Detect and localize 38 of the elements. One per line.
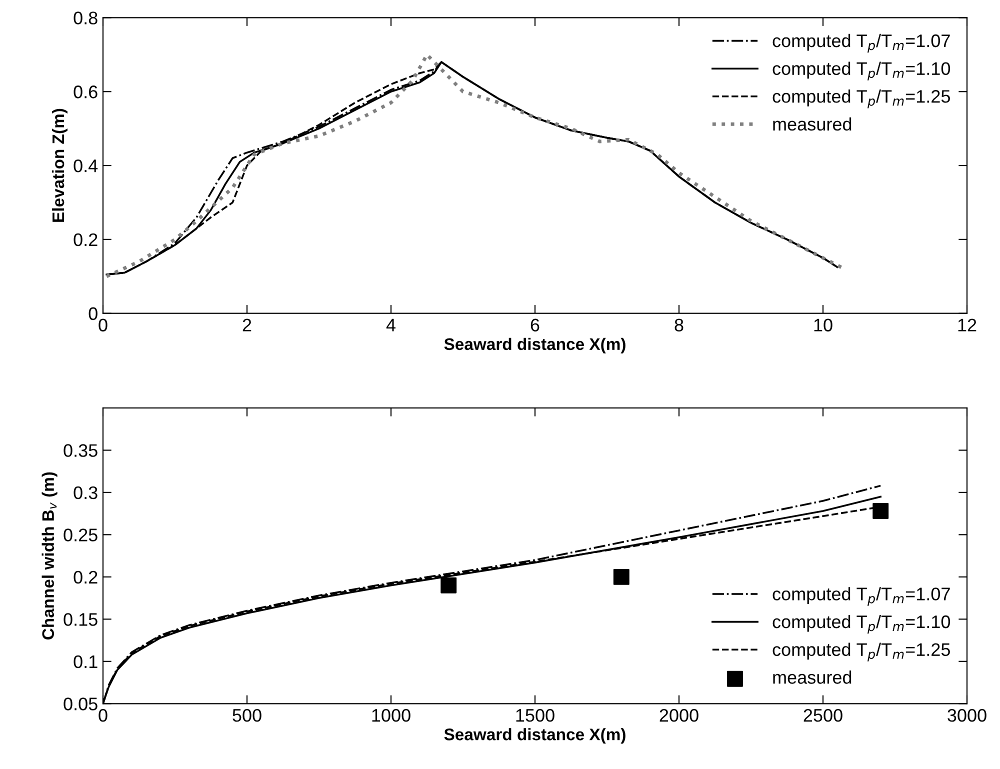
y-tick-label: 0 [88, 307, 98, 320]
x-tick-label: 10 [814, 318, 832, 332]
y-tick-label: 0.2 [74, 570, 98, 584]
x-tick-label: 0 [98, 708, 108, 722]
x-axis-title: Seaward distance X(m) [444, 728, 626, 744]
y-tick-label: 0.1 [74, 655, 98, 668]
x-tick-label: 12 [958, 318, 976, 332]
x-tick-label: 4 [386, 318, 396, 332]
y-axis-title: Channel width B$_{v}$ (m) [42, 472, 58, 640]
y-tick-label: 0.2 [74, 233, 98, 246]
y-tick-label: 0.8 [74, 12, 98, 24]
y-tick-label: 0.6 [74, 86, 98, 98]
legend-label: computed T$_{p}$/T$_{m}$=1.25 [772, 90, 950, 108]
y-tick-label: 0.3 [74, 486, 98, 500]
x-tick-label: 1500 [516, 708, 554, 722]
y-tick-label: 0.35 [64, 444, 98, 457]
x-axis-title: Seaward distance X(m) [444, 338, 626, 354]
x-tick-label: 8 [674, 318, 684, 332]
y-tick-label: 0.4 [74, 159, 98, 172]
x-tick-label: 0 [98, 318, 108, 332]
x-tick-label: 6 [530, 318, 540, 332]
x-tick-label: 500 [232, 708, 262, 722]
x-tick-label: 2500 [804, 708, 842, 722]
legend-label: computed T$_{p}$/T$_{m}$=1.07 [772, 587, 950, 606]
x-tick-label: 1000 [372, 708, 410, 722]
y-tick-label: 0.25 [64, 528, 98, 542]
legend-label: measured [773, 117, 852, 131]
y-axis-title: Elevation Z(m) [52, 108, 68, 222]
x-tick-label: 2000 [660, 708, 698, 722]
legend-label: computed T$_{p}$/T$_{m}$=1.07 [772, 34, 950, 53]
y-tick-label: 0.15 [64, 613, 98, 626]
legend-label: computed T$_{p}$/T$_{m}$=1.10 [772, 62, 950, 80]
legend-label: computed T$_{p}$/T$_{m}$=1.10 [772, 614, 950, 634]
y-tick-label: 0.05 [64, 698, 98, 710]
x-tick-label: 2 [242, 318, 252, 332]
legend-label: measured [773, 670, 852, 684]
legend-label: computed T$_{p}$/T$_{m}$=1.25 [772, 642, 950, 662]
x-tick-label: 3000 [948, 708, 986, 722]
